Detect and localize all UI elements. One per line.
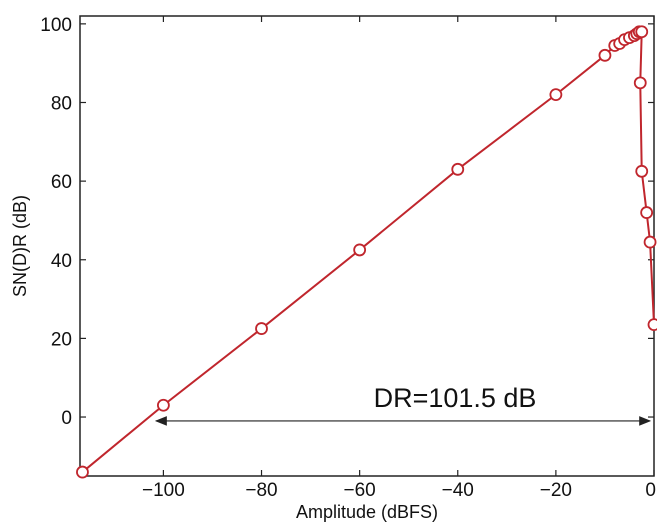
data-point <box>550 89 561 100</box>
x-tick-label: −20 <box>540 480 572 501</box>
y-tick-label: 100 <box>40 15 72 36</box>
data-point <box>452 164 463 175</box>
data-point <box>599 50 610 61</box>
data-point <box>354 244 365 255</box>
y-tick-label: 40 <box>51 251 72 272</box>
data-point <box>636 166 647 177</box>
y-tick-label: 0 <box>61 408 72 429</box>
y-axis-title: SN(D)R (dB) <box>10 195 30 297</box>
y-tick-label: 20 <box>51 329 72 350</box>
x-tick-label: 0 <box>645 480 656 501</box>
y-tick-label: 60 <box>51 172 72 193</box>
data-point <box>649 319 657 330</box>
x-tick-label: −100 <box>142 480 185 501</box>
y-tick-label: 80 <box>51 93 72 114</box>
data-point <box>635 77 646 88</box>
data-point <box>645 237 656 248</box>
data-point <box>641 207 652 218</box>
x-tick-label: −80 <box>245 480 277 501</box>
x-tick-label: −60 <box>344 480 376 501</box>
data-point <box>77 467 88 478</box>
x-axis-title: Amplitude (dBFS) <box>296 502 438 522</box>
dynamic-range-label: DR=101.5 dB <box>374 383 537 413</box>
data-point <box>636 26 647 37</box>
data-point <box>256 323 267 334</box>
x-tick-label: −40 <box>442 480 474 501</box>
data-point <box>158 400 169 411</box>
annotation-layer: DR=101.5 dB <box>156 383 650 421</box>
series-layer <box>77 26 657 477</box>
